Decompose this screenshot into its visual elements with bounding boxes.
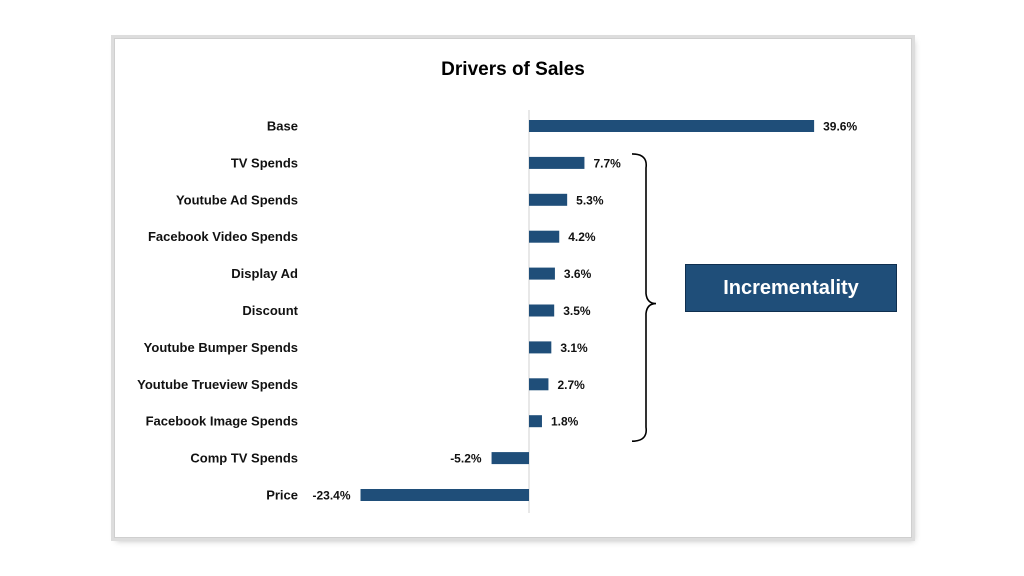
bar <box>529 156 585 169</box>
value-label: 3.6% <box>564 267 592 281</box>
category-label: Display Ad <box>231 266 298 281</box>
category-label: Comp TV Spends <box>190 451 298 466</box>
value-label: 1.8% <box>551 415 579 429</box>
category-label: Youtube Trueview Spends <box>137 377 298 392</box>
category-label: Facebook Image Spends <box>146 414 298 429</box>
category-label: Youtube Bumper Spends <box>144 340 298 355</box>
category-label: Price <box>266 488 298 503</box>
value-label: 3.1% <box>560 341 588 355</box>
bar <box>360 489 529 501</box>
value-label: -5.2% <box>450 452 482 466</box>
category-label: Facebook Video Spends <box>148 229 298 244</box>
value-label: -23.4% <box>312 489 350 503</box>
bar <box>529 267 555 280</box>
bar <box>529 378 549 391</box>
value-label: 3.5% <box>563 304 591 318</box>
value-label: 2.7% <box>557 378 585 392</box>
bracket <box>631 153 657 442</box>
value-label: 7.7% <box>593 156 621 170</box>
bar <box>529 415 542 428</box>
bar <box>529 230 560 243</box>
bar <box>529 120 815 132</box>
bar <box>529 341 552 354</box>
value-label: 5.3% <box>576 193 604 207</box>
chart-frame: Drivers of Sales Base 39.6% TV Spends 7.7% Y… <box>114 38 912 538</box>
value-label: 39.6% <box>823 120 857 134</box>
bar-chart: Base 39.6% TV Spends 7.7% Youtube Ad Spends 5… <box>137 110 857 513</box>
category-label: Discount <box>242 303 298 318</box>
incrementality-callout: Incrementality <box>685 264 897 312</box>
category-label: TV Spends <box>231 155 298 170</box>
category-label: Base <box>267 119 298 134</box>
category-label: Youtube Ad Spends <box>176 192 298 207</box>
chart-title: Drivers of Sales <box>441 59 585 80</box>
bar <box>491 452 529 465</box>
bar <box>529 304 555 317</box>
bar <box>529 193 568 206</box>
value-label: 4.2% <box>568 230 596 244</box>
